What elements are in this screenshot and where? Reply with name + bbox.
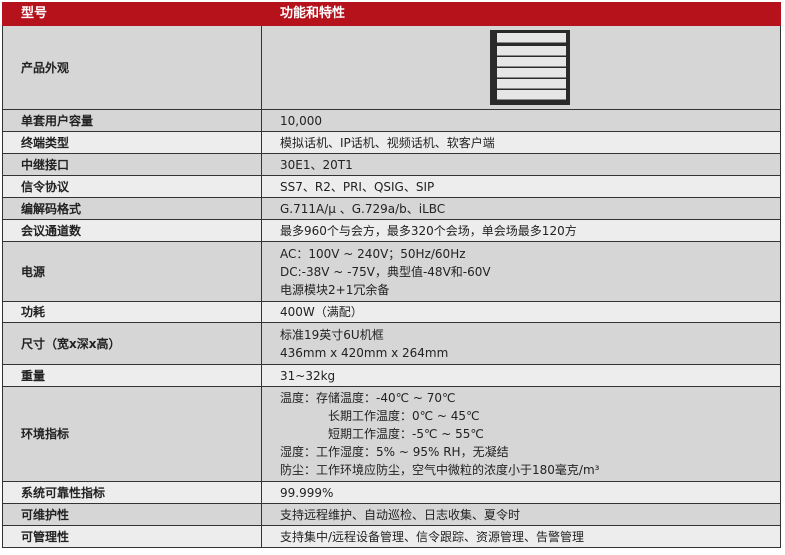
row-value: SS7、R2、PRI、QSIG、SIP bbox=[261, 175, 781, 198]
row-label: 编解码格式 bbox=[2, 197, 262, 220]
row-value: G.711A/μ 、G.729a/b、iLBC bbox=[261, 197, 781, 220]
value-line: 支持集中/远程设备管理、信令跟踪、资源管理、告警管理 bbox=[280, 529, 585, 544]
row-value: 400W（满配） bbox=[261, 301, 781, 323]
row-label: 信令协议 bbox=[2, 175, 262, 198]
table-row: 编解码格式 G.711A/μ 、G.729a/b、iLBC bbox=[2, 197, 781, 220]
value-line: 长期工作温度：0℃ ~ 45℃ bbox=[328, 409, 480, 423]
table-row: 尺寸（宽x深x高） 标准19英寸6U机框 436mm x 420mm x 264mm bbox=[2, 322, 781, 365]
table-row: 重量 31~32kg bbox=[2, 364, 781, 387]
value-line: 最多960个与会方，最多320个会场，单会场最多120方 bbox=[280, 223, 577, 238]
row-value: 温度：存储温度：-40℃ ~ 70℃ 长期工作温度：0℃ ~ 45℃ 短期工作温度：… bbox=[261, 386, 781, 482]
row-label: 可管理性 bbox=[2, 525, 262, 548]
header-model: 型号 bbox=[2, 2, 262, 26]
row-value bbox=[261, 25, 781, 110]
table-row: 终端类型 模拟话机、IP话机、视频话机、软客户端 bbox=[2, 131, 781, 154]
row-label: 环境指标 bbox=[2, 386, 262, 482]
row-label: 功耗 bbox=[2, 301, 262, 323]
row-value: 30E1、20T1 bbox=[261, 153, 781, 176]
table-row: 可维护性 支持远程维护、自动巡检、日志收集、夏令时 bbox=[2, 503, 781, 526]
row-value: 模拟话机、IP话机、视频话机、软客户端 bbox=[261, 131, 781, 154]
value-line: DC:-38V ~ -75V，典型值-48V和-60V bbox=[280, 264, 491, 279]
row-label: 产品外观 bbox=[2, 25, 262, 110]
table-row: 功耗 400W（满配） bbox=[2, 301, 781, 323]
value-line: 10,000 bbox=[280, 113, 322, 128]
header-features: 功能和特性 bbox=[261, 2, 781, 26]
row-label: 会议通道数 bbox=[2, 219, 262, 242]
table-row: 单套用户容量 10,000 bbox=[2, 109, 781, 132]
row-value: 最多960个与会方，最多320个会场，单会场最多120方 bbox=[261, 219, 781, 242]
table-row: 电源 AC：100V ~ 240V；50Hz/60Hz DC:-38V ~ -75V… bbox=[2, 241, 781, 302]
value-line: 436mm x 420mm x 264mm bbox=[280, 345, 449, 360]
value-line: 电源模块2+1冗余备 bbox=[280, 282, 390, 297]
row-value: AC：100V ~ 240V；50Hz/60Hz DC:-38V ~ -75V，典… bbox=[261, 241, 781, 302]
table-row: 中继接口 30E1、20T1 bbox=[2, 153, 781, 176]
table-header: 型号 功能和特性 bbox=[2, 2, 781, 26]
row-value: 99.999% bbox=[261, 481, 781, 504]
product-image bbox=[490, 30, 570, 105]
row-label: 电源 bbox=[2, 241, 262, 302]
row-value: 10,000 bbox=[261, 109, 781, 132]
value-line: 防尘：工作环境应防尘，空气中微粒的浓度小于180毫克/m³ bbox=[280, 463, 600, 477]
value-line: 99.999% bbox=[280, 485, 334, 500]
value-line: AC：100V ~ 240V；50Hz/60Hz bbox=[280, 246, 466, 261]
row-label: 尺寸（宽x深x高） bbox=[2, 322, 262, 365]
table-row: 环境指标 温度：存储温度：-40℃ ~ 70℃ 长期工作温度：0℃ ~ 45℃ 短期工… bbox=[2, 386, 781, 482]
value-line: SS7、R2、PRI、QSIG、SIP bbox=[280, 179, 435, 194]
value-line: 温度：存储温度：-40℃ ~ 70℃ bbox=[280, 391, 456, 405]
table-row: 产品外观 bbox=[2, 25, 781, 110]
row-label: 重量 bbox=[2, 364, 262, 387]
table-row: 会议通道数 最多960个与会方，最多320个会场，单会场最多120方 bbox=[2, 219, 781, 242]
value-line: 400W（满配） bbox=[280, 305, 363, 319]
row-label: 可维护性 bbox=[2, 503, 262, 526]
value-line: 31~32kg bbox=[280, 368, 336, 383]
row-value: 31~32kg bbox=[261, 364, 781, 387]
row-label: 单套用户容量 bbox=[2, 109, 262, 132]
table-row: 信令协议 SS7、R2、PRI、QSIG、SIP bbox=[2, 175, 781, 198]
row-value: 支持远程维护、自动巡检、日志收集、夏令时 bbox=[261, 503, 781, 526]
row-label: 终端类型 bbox=[2, 131, 262, 154]
value-line: 短期工作温度：-5℃ ~ 55℃ bbox=[328, 427, 484, 441]
row-label: 系统可靠性指标 bbox=[2, 481, 262, 504]
value-line: 湿度：工作湿度：5% ~ 95% RH，无凝结 bbox=[280, 445, 509, 459]
row-value: 支持集中/远程设备管理、信令跟踪、资源管理、告警管理 bbox=[261, 525, 781, 548]
value-line: G.711A/μ 、G.729a/b、iLBC bbox=[280, 201, 446, 216]
spec-table: 型号 功能和特性 产品外观 单套用户容量 10,000 终端类型 模拟话机、IP话机、视… bbox=[2, 2, 781, 548]
table-row: 可管理性 支持集中/远程设备管理、信令跟踪、资源管理、告警管理 bbox=[2, 525, 781, 548]
value-line: 支持远程维护、自动巡检、日志收集、夏令时 bbox=[280, 507, 521, 522]
value-line: 标准19英寸6U机框 bbox=[280, 327, 384, 342]
table-row: 系统可靠性指标 99.999% bbox=[2, 481, 781, 504]
row-label: 中继接口 bbox=[2, 153, 262, 176]
row-value: 标准19英寸6U机框 436mm x 420mm x 264mm bbox=[261, 322, 781, 365]
value-line: 30E1、20T1 bbox=[280, 157, 353, 172]
value-line: 模拟话机、IP话机、视频话机、软客户端 bbox=[280, 135, 495, 150]
